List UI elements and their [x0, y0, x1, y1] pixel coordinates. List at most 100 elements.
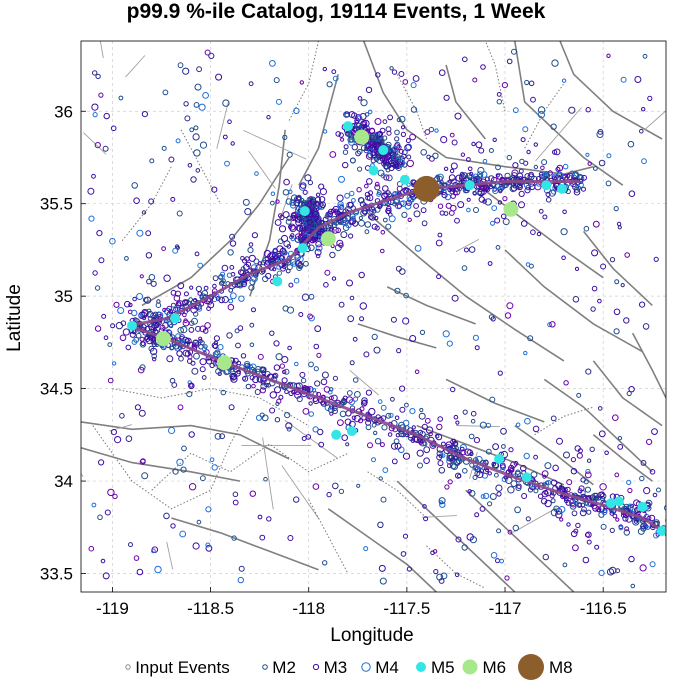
- event-point: [347, 315, 355, 323]
- event-point: [367, 109, 373, 115]
- event-point: [138, 409, 146, 417]
- event-point: [570, 457, 577, 463]
- event-point: [442, 330, 450, 338]
- event-point: [599, 483, 607, 491]
- event-point: [495, 484, 503, 492]
- event-point: [280, 265, 286, 272]
- event-point: [495, 164, 501, 171]
- event-point: [124, 300, 131, 308]
- event-point: [237, 576, 245, 584]
- event-point: [470, 410, 477, 417]
- event-point: [139, 274, 144, 279]
- event-point: [352, 220, 359, 227]
- event-point: [628, 190, 636, 197]
- event-point: [331, 394, 338, 402]
- event-point: [497, 200, 503, 205]
- event-point: [289, 199, 297, 206]
- legend-symbol: [361, 662, 371, 672]
- event-point: [317, 428, 324, 436]
- event-point: [281, 250, 287, 256]
- boundary-line: [92, 406, 251, 510]
- event-point: [295, 224, 303, 232]
- event-point: [438, 497, 446, 505]
- event-point: [583, 479, 589, 485]
- event-point: [204, 49, 211, 56]
- event-point: [314, 215, 319, 221]
- event-point: [227, 303, 235, 311]
- event-point: [183, 291, 189, 297]
- event-point: [188, 327, 195, 333]
- event-point: [285, 422, 293, 430]
- event-point: [139, 336, 145, 342]
- event-point: [584, 532, 590, 538]
- event-point: [177, 327, 184, 334]
- event-point: [291, 261, 298, 267]
- event-point: [198, 103, 206, 111]
- event-point: [601, 509, 608, 516]
- event-point: [455, 174, 463, 182]
- legend-label: M2: [272, 658, 296, 677]
- event-point: [416, 449, 424, 457]
- event-point: [194, 83, 202, 91]
- event-point: [254, 171, 259, 176]
- event-point: [368, 134, 375, 141]
- event-point: [245, 261, 252, 268]
- event-point: [222, 134, 228, 140]
- event-point: [91, 502, 97, 508]
- event-point: [168, 156, 175, 163]
- x-tick-label: -118.5: [187, 599, 234, 618]
- event-point: [390, 396, 395, 402]
- event-point: [537, 110, 546, 119]
- fault-line: [445, 64, 487, 140]
- event-point: [467, 489, 472, 494]
- event-point: [342, 395, 348, 401]
- event-point: [259, 534, 266, 541]
- event-point: [290, 212, 298, 219]
- event-point: [582, 556, 590, 564]
- event-point: [212, 275, 219, 282]
- event-point: [338, 301, 345, 308]
- event-point: [273, 364, 281, 371]
- event-point: [385, 412, 392, 419]
- legend-label: Input Events: [135, 658, 230, 677]
- event-point: [445, 202, 452, 209]
- event-point: [218, 296, 225, 304]
- event-point: [338, 175, 345, 183]
- event-point: [369, 208, 375, 215]
- event-point: [474, 512, 480, 518]
- event-point: [542, 171, 548, 176]
- event-point: [640, 460, 647, 466]
- event-point: [653, 256, 659, 262]
- event-point: [394, 442, 402, 450]
- event-point: [627, 487, 633, 494]
- event-point: [316, 352, 322, 358]
- event-point: [541, 470, 549, 478]
- event-point: [480, 171, 488, 178]
- event-point: [275, 353, 283, 361]
- event-point: [596, 508, 601, 513]
- event-point: [585, 152, 590, 157]
- event-point: [455, 536, 462, 543]
- event-point: [541, 498, 548, 505]
- event-point: [215, 73, 223, 81]
- event-point: [326, 81, 333, 88]
- event-point: [269, 407, 276, 414]
- event-point: [480, 494, 486, 499]
- event-point: [439, 501, 446, 508]
- event-point: [219, 433, 226, 440]
- event-point: [264, 382, 269, 388]
- fault-line-minor: [243, 129, 307, 160]
- event-point: [360, 400, 368, 407]
- event-point: [512, 162, 519, 169]
- event-point: [220, 389, 227, 396]
- event-point: [192, 133, 200, 141]
- event-point: [213, 340, 219, 346]
- event-point: [436, 274, 442, 280]
- event-point: [641, 107, 646, 112]
- event-point: [474, 345, 480, 351]
- event-point: [231, 535, 237, 541]
- event-point: [211, 464, 218, 471]
- event-point: [549, 493, 555, 499]
- event-point: [446, 340, 453, 347]
- event-point: [569, 502, 577, 510]
